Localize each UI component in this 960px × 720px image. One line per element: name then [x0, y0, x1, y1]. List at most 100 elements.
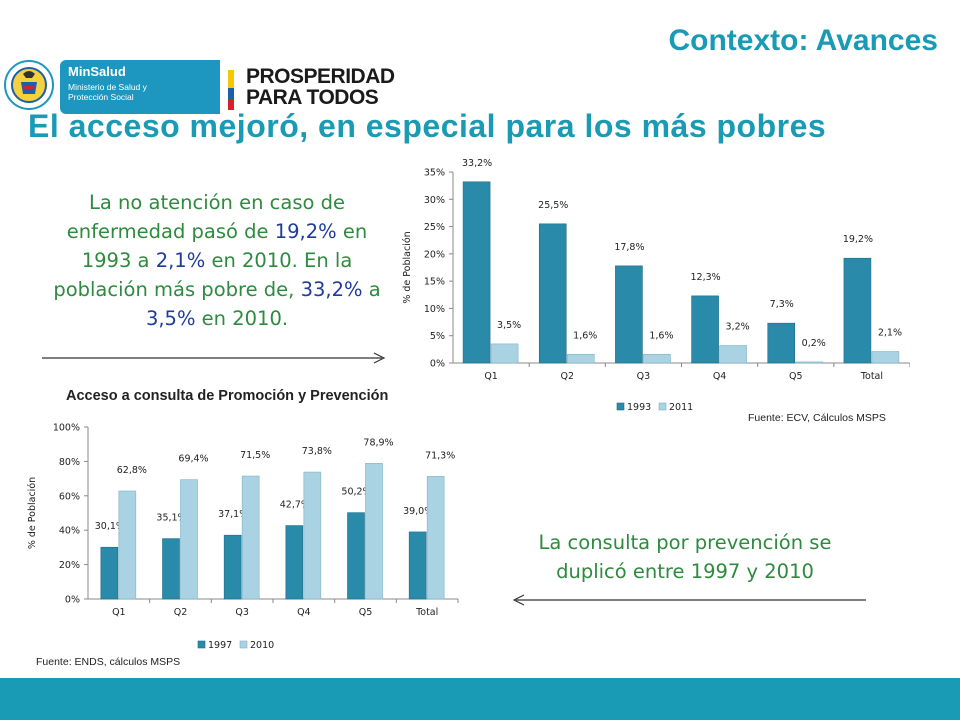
- minsalud-subtitle: Ministerio de Salud y Protección Social: [68, 82, 147, 102]
- y-tick-label: 0%: [430, 359, 445, 370]
- summary-text-2: La consulta por prevención se duplicó en…: [538, 531, 832, 583]
- y-tick-label: 100%: [53, 423, 80, 434]
- arrow-right-icon: [42, 352, 386, 364]
- summary-1-part: en 1993 a: [81, 220, 368, 272]
- x-tick-label: Q4: [297, 607, 311, 618]
- footer-bar: [0, 678, 960, 720]
- y-tick-label: 80%: [59, 457, 80, 468]
- bar-1997: [347, 512, 365, 600]
- y-tick-label: 20%: [59, 560, 80, 571]
- legend-swatch-1997: [197, 640, 206, 649]
- x-tick-label: Q2: [174, 607, 188, 618]
- summary-text-1: La no atención en caso de enfermedad pas…: [52, 188, 382, 333]
- prosperidad-text: PROSPERIDAD PARA TODOS: [246, 66, 395, 108]
- arrow-left-icon: [512, 594, 866, 606]
- data-label-2011: 3,5%: [497, 320, 521, 331]
- data-label-1993: 17,8%: [614, 242, 644, 253]
- bar-1997: [285, 525, 304, 600]
- bar-2010: [180, 479, 198, 600]
- bar-2010: [241, 475, 260, 600]
- y-tick-label: 35%: [424, 168, 445, 179]
- y-tick-label: 15%: [424, 277, 445, 288]
- data-label-1993: 19,2%: [843, 234, 873, 245]
- bar-1993: [538, 223, 567, 364]
- y-tick-label: 10%: [424, 304, 445, 315]
- bar-1993: [691, 295, 719, 364]
- data-label-1997: 35,1%: [156, 513, 186, 524]
- summary-1-value: 19,2%: [274, 220, 337, 243]
- summary-1-part: La no atención en caso de enfermedad pas…: [66, 191, 345, 243]
- data-label-2010: 69,4%: [178, 454, 208, 465]
- main-title: El acceso mejoró, en especial para los m…: [28, 108, 827, 144]
- bar-2011: [719, 345, 747, 364]
- summary-1-part: en 2010.: [195, 307, 289, 330]
- data-label-2010: 71,5%: [240, 450, 270, 461]
- summary-1-value: 3,5%: [145, 307, 196, 330]
- data-label-1993: 7,3%: [770, 299, 794, 310]
- minsalud-badge: MinSalud Ministerio de Salud y Protecció…: [60, 60, 220, 114]
- legend-swatch-2010: [239, 640, 248, 649]
- y-tick-label: 25%: [424, 222, 445, 233]
- summary-1-part: a: [362, 278, 381, 301]
- flag-red: [228, 99, 234, 110]
- legend-label-1993: 1993: [627, 402, 651, 413]
- data-label-2011: 1,6%: [649, 330, 673, 341]
- y-tick-label: 0%: [65, 595, 80, 606]
- x-tick-label: Q1: [112, 607, 126, 618]
- data-label-2010: 78,9%: [363, 437, 393, 448]
- bar-2011: [643, 353, 671, 364]
- data-label-2011: 0,2%: [802, 338, 826, 349]
- x-tick-label: Q3: [637, 371, 651, 382]
- chart1-source: Fuente: ECV, Cálculos MSPS: [748, 412, 886, 424]
- bar-1997: [408, 531, 427, 600]
- data-label-2011: 1,6%: [573, 330, 597, 341]
- data-label-1997: 39,0%: [403, 506, 433, 517]
- section-title: Contexto: Avances: [668, 24, 938, 57]
- y-axis-label: % de Población: [27, 477, 38, 549]
- bar-2011: [795, 361, 824, 364]
- data-label-1997: 42,7%: [280, 500, 310, 511]
- data-label-1997: 30,1%: [95, 521, 125, 532]
- bar-2010: [365, 462, 383, 600]
- data-label-1997: 37,1%: [218, 509, 248, 520]
- x-tick-label: Q2: [560, 371, 574, 382]
- y-tick-label: 60%: [59, 491, 80, 502]
- data-label-2011: 3,2%: [726, 322, 750, 333]
- y-tick-label: 5%: [430, 331, 445, 342]
- x-tick-label: Total: [415, 607, 438, 618]
- prosperidad-logo: PROSPERIDAD PARA TODOS: [226, 66, 402, 114]
- bar-1993: [843, 257, 872, 364]
- summary-1-part: en 2010. En la población más pobre de,: [53, 249, 353, 301]
- minsalud-name: MinSalud: [68, 64, 126, 79]
- data-label-2010: 73,8%: [302, 446, 332, 457]
- y-axis-label: % de Población: [402, 231, 413, 303]
- bar-1997: [223, 534, 242, 600]
- colombia-seal-icon: [4, 60, 54, 110]
- y-tick-label: 20%: [424, 249, 445, 260]
- data-label-2011: 2,1%: [878, 328, 902, 339]
- legend-label-2010: 2010: [250, 640, 274, 651]
- data-label-2010: 62,8%: [117, 465, 147, 476]
- bar-2010: [426, 476, 445, 600]
- chart2-source: Fuente: ENDS, cálculos MSPS: [36, 656, 181, 668]
- prosperidad-line1: PROSPERIDAD: [246, 65, 395, 88]
- legend-label-2011: 2011: [669, 402, 693, 413]
- bar-2010: [303, 471, 322, 600]
- x-tick-label: Q5: [789, 371, 803, 382]
- summary-1-value: 2,1%: [155, 249, 206, 272]
- legend-label-1997: 1997: [208, 640, 232, 651]
- x-tick-label: Q1: [484, 371, 498, 382]
- x-tick-label: Total: [860, 371, 883, 382]
- flag-blue: [228, 88, 234, 99]
- data-label-2010: 71,3%: [425, 450, 455, 461]
- data-label-1993: 12,3%: [690, 272, 720, 283]
- bar-1993: [767, 322, 796, 364]
- bar-2010: [118, 490, 137, 600]
- data-label-1997: 50,2%: [341, 487, 371, 498]
- bar-1993: [462, 181, 491, 364]
- legend-swatch-1993: [616, 402, 625, 411]
- summary-1-value: 33,2%: [300, 278, 363, 301]
- bar-2011: [490, 343, 519, 364]
- chart2-title: Acceso a consulta de Promoción y Prevenc…: [66, 388, 389, 404]
- x-tick-label: Q3: [235, 607, 249, 618]
